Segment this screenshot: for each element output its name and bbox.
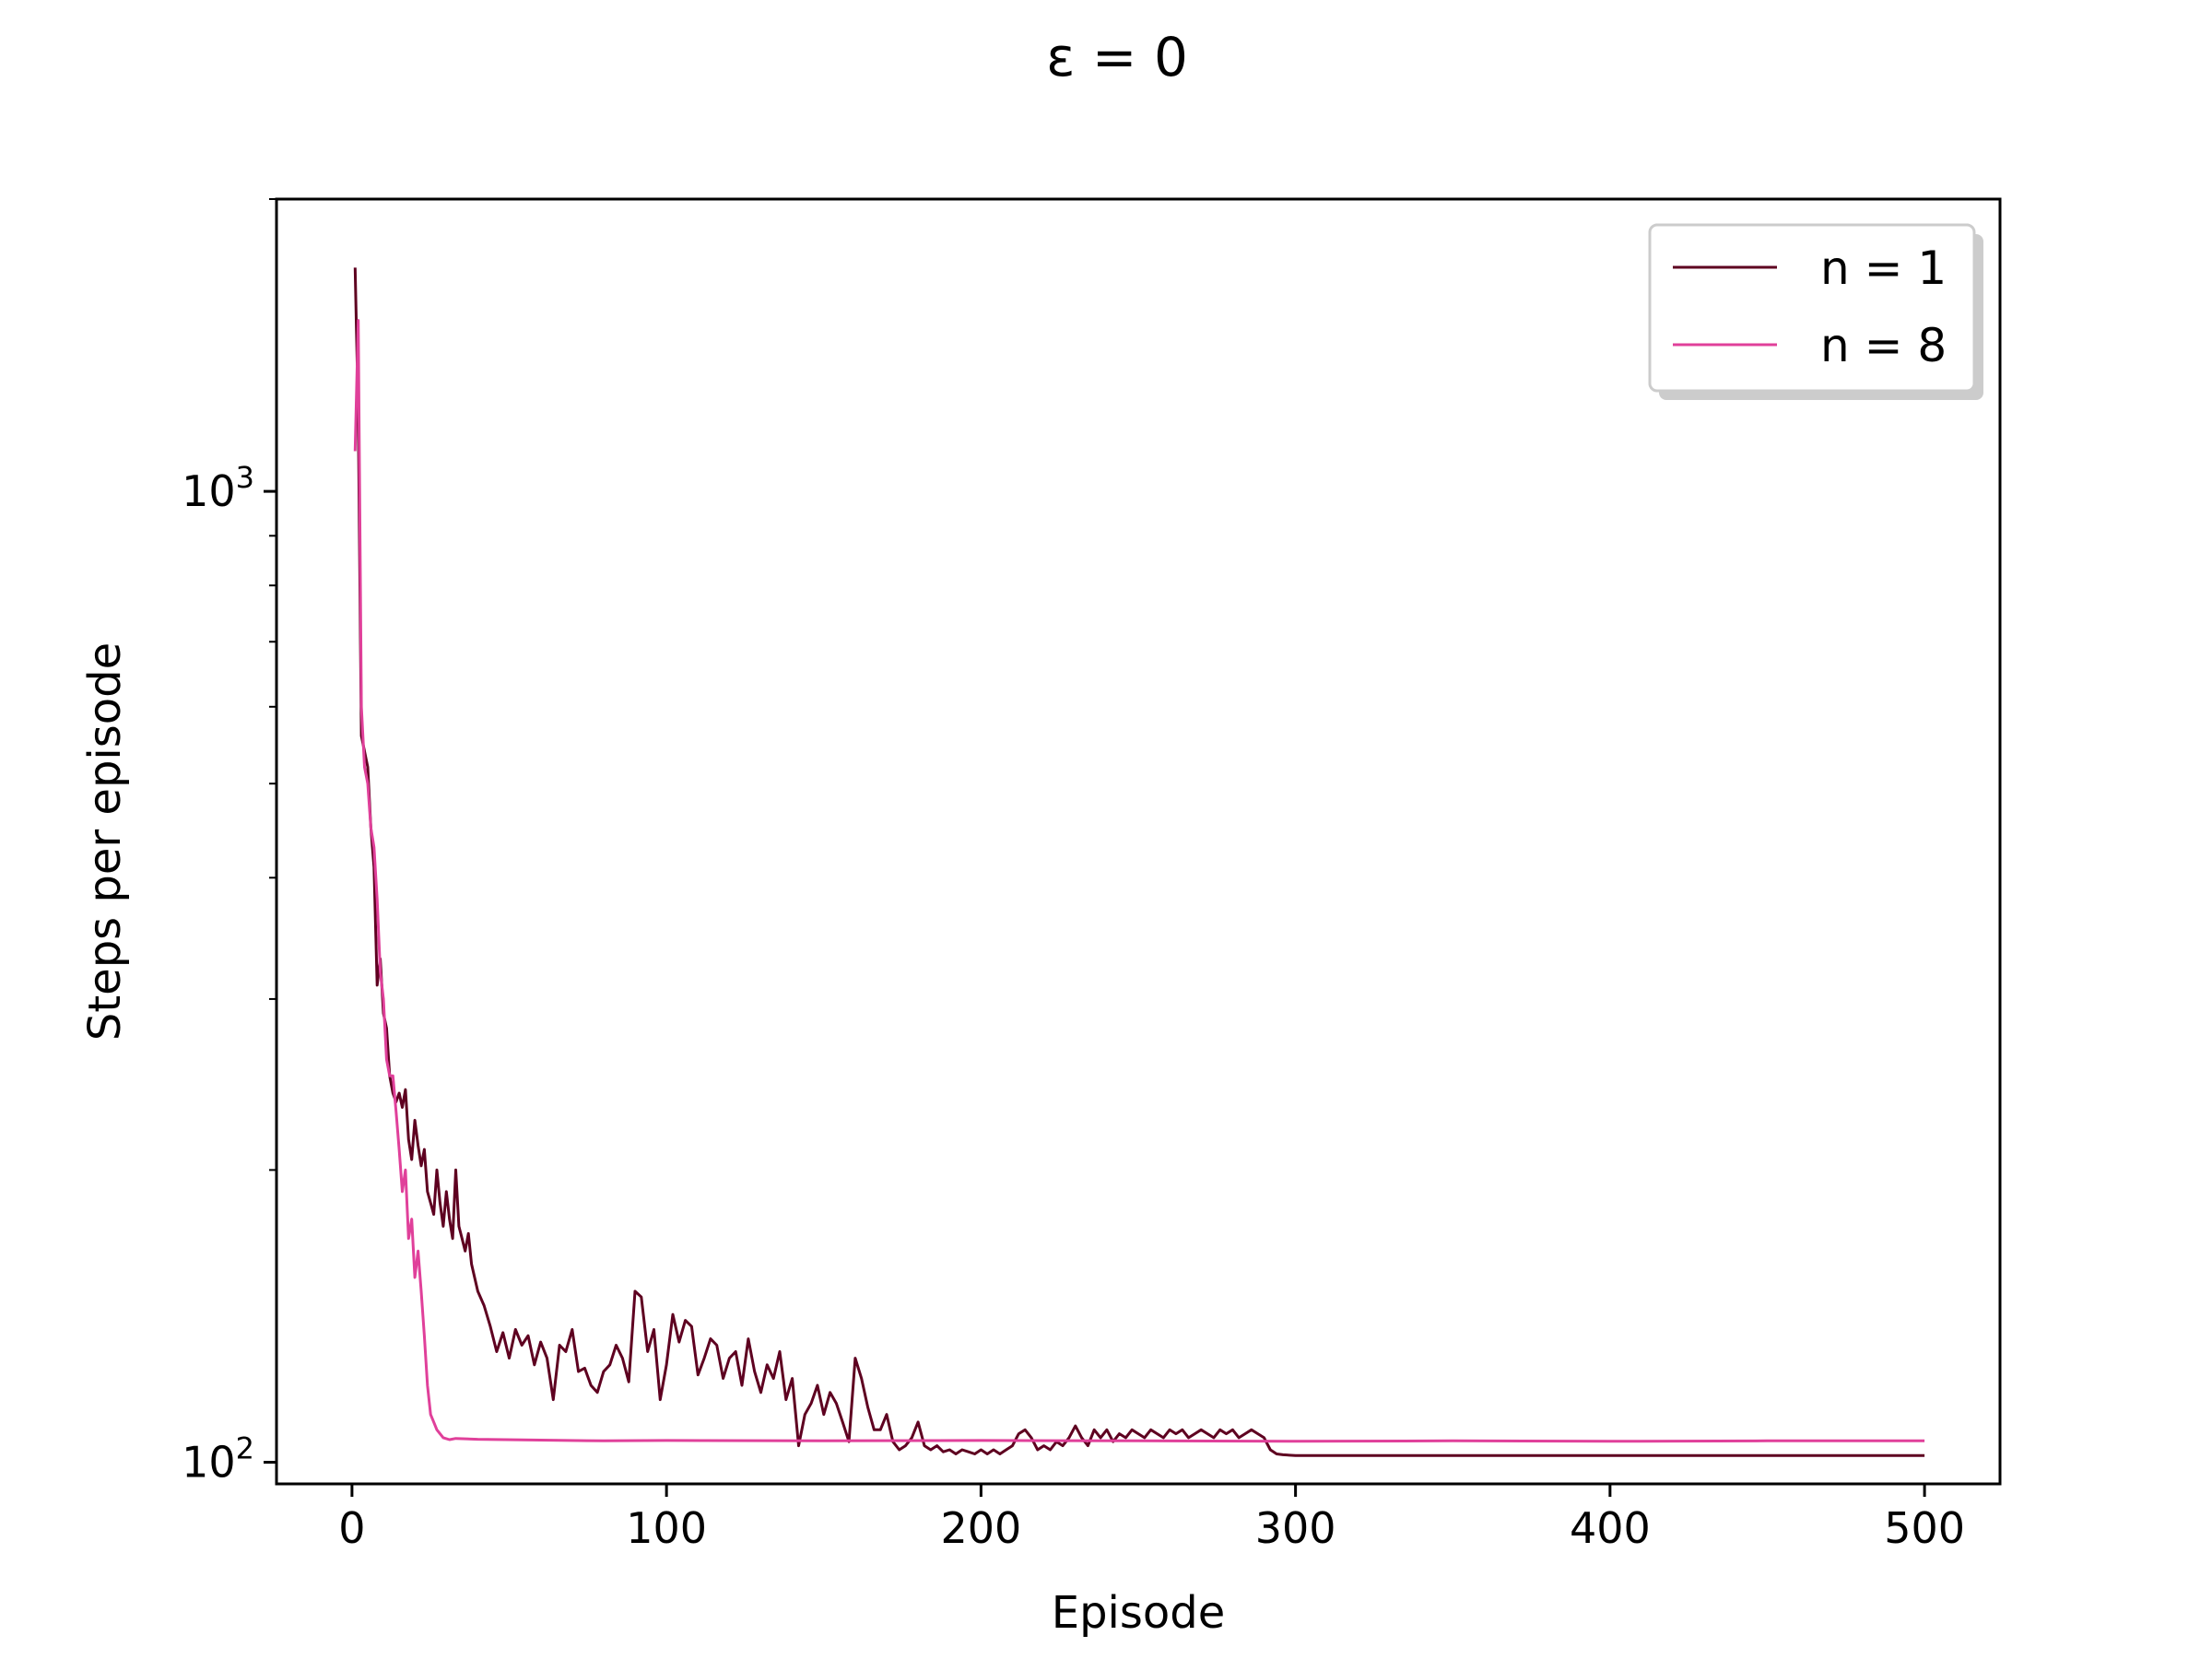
series-line-2 [353, 319, 1925, 1443]
plot-area: 0 100 200 300 400 500 102 103 [182, 197, 2002, 1553]
legend-items: n = 1 n = 8 [1673, 241, 1947, 372]
x-tick-label: 0 [338, 1503, 365, 1553]
x-tick-label: 100 [626, 1503, 707, 1553]
x-tick-label: 400 [1570, 1503, 1651, 1553]
x-axis-ticks: 0 100 200 300 400 500 [338, 1484, 1965, 1553]
y-axis-label: Steps per episode [79, 642, 131, 1041]
legend-label-1: n = 1 [1820, 241, 1947, 295]
x-tick-label: 200 [940, 1503, 1021, 1553]
series-layer [353, 267, 1925, 1457]
x-axis-label: Episode [1052, 1587, 1226, 1639]
y-axis-ticks: 102 103 [182, 198, 276, 1488]
series-line-1 [353, 267, 1925, 1457]
y-tick-label: 103 [182, 460, 254, 516]
x-tick-label: 300 [1255, 1503, 1336, 1553]
legend: n = 1 n = 8 [1648, 223, 1983, 400]
plot-frame [275, 197, 2002, 1486]
legend-label-2: n = 8 [1820, 319, 1947, 372]
chart-title: ε = 0 [1046, 26, 1188, 88]
x-tick-label: 500 [1884, 1503, 1965, 1553]
y-tick-label: 102 [182, 1431, 254, 1488]
